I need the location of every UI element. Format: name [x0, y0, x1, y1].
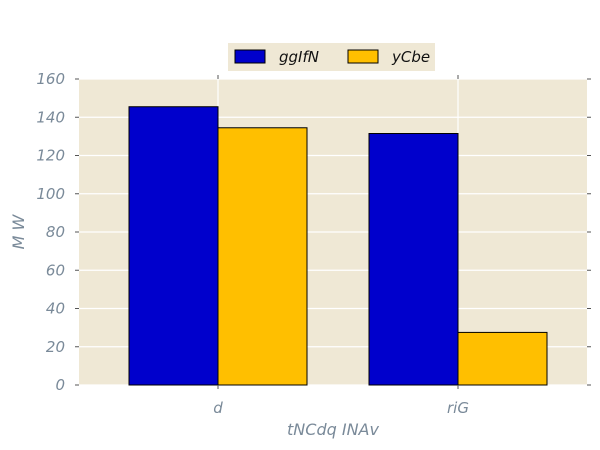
bars	[128, 106, 548, 386]
y-axis-label: M W	[9, 213, 28, 249]
x-axis-label: tNCdq INAv	[287, 420, 379, 439]
legend-swatch	[234, 49, 266, 64]
y-tick-label: 140	[36, 108, 65, 126]
bar	[128, 106, 219, 386]
y-tick-label: 160	[36, 70, 65, 88]
legend-swatch	[347, 49, 379, 64]
x-tick-label: d	[213, 399, 223, 417]
legend-label: ggIfN	[279, 48, 319, 66]
axis-ticks: 0 20 40 60 80 100 120 140 160 d riG	[36, 70, 591, 417]
legend: ggIfN yCbe	[228, 43, 435, 71]
x-tick-label: riG	[447, 399, 469, 417]
y-tick-label: 100	[36, 185, 65, 203]
legend-label: yCbe	[391, 48, 430, 66]
y-tick-label: 80	[46, 223, 65, 241]
y-tick-label: 60	[46, 261, 65, 279]
y-tick-label: 40	[46, 300, 65, 318]
bar	[368, 133, 459, 386]
y-tick-label: 20	[46, 338, 65, 356]
bar	[457, 331, 548, 386]
y-tick-label: 0	[55, 376, 65, 394]
bar	[217, 127, 308, 386]
y-tick-label: 120	[36, 147, 65, 165]
